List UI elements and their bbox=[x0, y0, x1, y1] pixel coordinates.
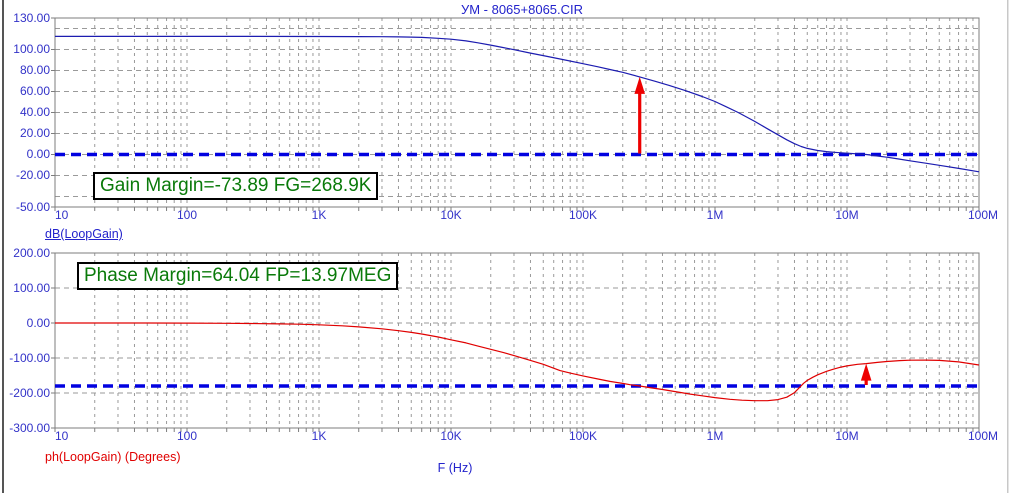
phase-x-tick-label: 1K bbox=[311, 429, 327, 443]
gain-x-tick-label: 10K bbox=[440, 208, 462, 222]
gain-y-tick-label: -50.00 bbox=[15, 199, 50, 214]
gain-x-tick-label: 1M bbox=[706, 208, 724, 222]
phase-x-tick-label: 10M bbox=[835, 429, 859, 443]
phase-x-tick-label: 100K bbox=[568, 429, 598, 443]
phase-y-tick-label: -100.00 bbox=[9, 350, 50, 365]
phase-x-tick-label: 10 bbox=[55, 429, 69, 443]
gain-x-tick-label: 100M bbox=[967, 208, 999, 222]
gain-y-tick-label: 60.00 bbox=[19, 84, 50, 98]
gain-margin-annotation[interactable]: Gain Margin=-73.89 FG=268.9K bbox=[93, 172, 379, 200]
phase-margin-annotation[interactable]: Phase Margin=64.04 FP=13.97MEG bbox=[77, 262, 399, 290]
phase-x-tick-label: 1M bbox=[706, 429, 724, 443]
phase-y-tick-label: 100.00 bbox=[13, 280, 50, 295]
gain-y-tick-label: 40.00 bbox=[19, 105, 50, 119]
margin-arrow-head bbox=[634, 76, 646, 94]
plot-title: УМ - 8065+8065.CIR bbox=[460, 2, 584, 17]
gain-signal-label[interactable]: dB(LoopGain) bbox=[45, 227, 123, 241]
gain-y-tick-label: -20.00 bbox=[15, 168, 50, 182]
ph(LoopGain)-curve bbox=[55, 322, 980, 402]
gain-y-tick-label: 0.00 bbox=[26, 147, 50, 161]
phase-y-tick-label: -200.00 bbox=[9, 385, 50, 400]
gain-x-tick-label: 100 bbox=[176, 208, 198, 222]
phase-x-tick-label: 100M bbox=[967, 429, 999, 443]
phase-x-tick-label: 100 bbox=[176, 429, 198, 443]
phase-x-tick-label: 10K bbox=[440, 429, 462, 443]
gain-y-tick-label: 100.00 bbox=[13, 42, 50, 56]
gain-y-tick-label: 80.00 bbox=[19, 63, 50, 77]
margin-arrow-head bbox=[860, 363, 872, 381]
gain-x-tick-label: 1K bbox=[311, 208, 327, 222]
phase-y-tick-label: 200.00 bbox=[13, 245, 50, 260]
gain-x-tick-label: 10M bbox=[835, 208, 859, 222]
phase-y-tick-label: -300.00 bbox=[9, 420, 50, 435]
phase-signal-label[interactable]: ph(LoopGain) (Degrees) bbox=[45, 450, 181, 464]
dB(LoopGain)-curve bbox=[55, 35, 980, 173]
gain-x-tick-label: 100K bbox=[568, 208, 598, 222]
phase-y-tick-label: 0.00 bbox=[26, 315, 50, 330]
gain-y-tick-label: 130.00 bbox=[13, 10, 50, 25]
gain-y-tick-label: 20.00 bbox=[19, 126, 50, 140]
x-axis-label: F (Hz) bbox=[437, 461, 473, 475]
gain-x-tick-label: 10 bbox=[55, 208, 69, 222]
